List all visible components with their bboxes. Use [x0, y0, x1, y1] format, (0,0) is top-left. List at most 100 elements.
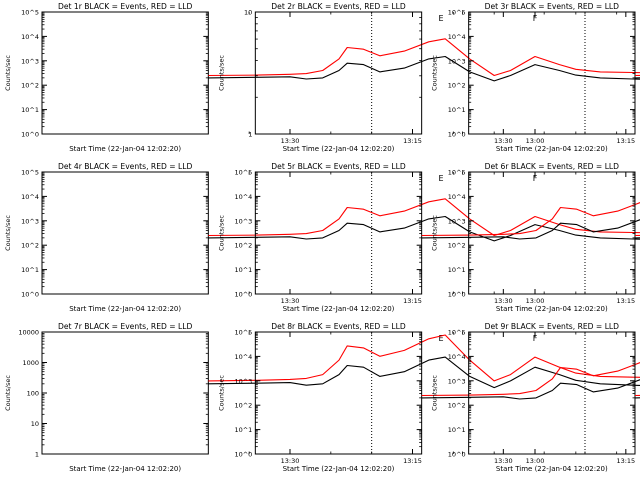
y-tick-label: 10^1: [448, 266, 466, 274]
events-series-line: [208, 356, 640, 389]
y-axis-label: Counts/sec: [431, 55, 439, 91]
y-tick-label: 10^5: [234, 169, 252, 177]
x-tick-label: 13:30: [494, 297, 513, 305]
plot-frame: [254, 171, 423, 295]
x-tick-label: 13:15: [616, 137, 635, 145]
y-tick-label: 10^4: [448, 33, 466, 41]
x-tick-label: 13:30: [281, 297, 300, 305]
y-tick-label: 10^2: [448, 242, 466, 250]
y-tick-label: 1000: [22, 359, 39, 367]
y-tick-label: 10^5: [21, 9, 39, 17]
flag-marker: F: [533, 174, 538, 183]
x-axis-label: Start Time (22-Jan-04 12:02:20): [69, 145, 181, 153]
panel-title: Det 2r BLACK = Events, RED = LLD: [271, 2, 406, 11]
lld-series-line: [208, 334, 640, 382]
y-tick-label: 10^1: [234, 426, 252, 434]
x-tick-label: 13:00: [526, 457, 545, 465]
lld-series-line: [421, 202, 640, 237]
detector-panel: Det 2r BLACK = Events, RED = LLD11012:15…: [217, 2, 635, 153]
y-axis-label: Counts/sec: [217, 55, 225, 91]
y-tick-label: 10^3: [448, 57, 466, 65]
panel-title: Det 4r BLACK = Events, RED = LLD: [58, 162, 193, 171]
y-tick-label: 10^3: [21, 57, 39, 65]
plot-frame: [41, 331, 209, 455]
y-axis-label: Counts/sec: [431, 215, 439, 251]
detector-panel: Det 9r BLACK = Events, RED = LLD 10^0 10^1…: [431, 322, 640, 473]
detector-panel: Det 4r BLACK = Events, RED = LLD 10^0 10^1…: [4, 162, 640, 313]
x-axis-label: Start Time (22-Jan-04 12:02:20): [69, 305, 181, 313]
flag-marker: F: [533, 334, 538, 343]
x-axis-label: Start Time (22-Jan-04 12:02:20): [496, 145, 608, 153]
y-tick-label: 10^5: [448, 329, 466, 337]
y-tick-label: 10^3: [234, 377, 252, 385]
plot-frame: [254, 11, 423, 135]
y-tick-label: 10^2: [21, 82, 39, 90]
x-tick-label: 13:00: [526, 137, 545, 145]
y-tick-label: 10^0: [448, 451, 466, 459]
panel-title: Det 1r BLACK = Events, RED = LLD: [58, 2, 193, 11]
y-tick-label: 10^3: [234, 217, 252, 225]
detector-panel: Det 3r BLACK = Events, RED = LLD 10^0 10^1…: [431, 2, 640, 153]
y-tick-label: 10^2: [234, 242, 252, 250]
flag-marker: F: [533, 14, 538, 23]
y-tick-label: 10^3: [21, 217, 39, 225]
y-tick-label: 10^4: [21, 193, 39, 201]
plot-frame: [41, 11, 209, 135]
x-tick-label: 13:15: [616, 297, 635, 305]
x-tick-label: 13:15: [403, 457, 422, 465]
panel-title: Det 7r BLACK = Events, RED = LLD: [58, 322, 193, 331]
panel-title: Det 5r BLACK = Events, RED = LLD: [271, 162, 406, 171]
y-tick-label: 10^1: [448, 106, 466, 114]
x-tick-label: 13:30: [494, 137, 513, 145]
x-tick-label: 13:30: [281, 137, 300, 145]
x-tick-label: 13:15: [403, 137, 422, 145]
y-tick-label: 1: [35, 451, 39, 459]
lld-series-line: [421, 362, 640, 397]
y-tick-label: 10^0: [448, 291, 466, 299]
y-tick-label: 10^5: [448, 9, 466, 17]
y-tick-label: 10^1: [21, 266, 39, 274]
x-axis-label: Start Time (22-Jan-04 12:02:20): [283, 465, 395, 473]
y-tick-label: 10^0: [234, 291, 252, 299]
y-tick-label: 10^2: [234, 402, 252, 410]
x-tick-label: 13:30: [281, 457, 300, 465]
panel-title: Det 3r BLACK = Events, RED = LLD: [485, 2, 620, 11]
x-tick-label: 13:30: [494, 457, 513, 465]
y-tick-label: 10^5: [21, 169, 39, 177]
detector-panel: Det 1r BLACK = Events, RED = LLD 10^0 10^1…: [4, 2, 640, 153]
events-series-line: [208, 55, 640, 82]
plot-frame: [468, 331, 636, 455]
y-tick-label: 10^1: [21, 106, 39, 114]
events-series-line: [208, 215, 640, 242]
x-tick-label: 13:15: [616, 457, 635, 465]
detector-panel: Det 8r BLACK = Events, RED = LLD 10^0 10^1…: [217, 322, 640, 473]
events-series-line: [421, 219, 640, 240]
events-series-line: [421, 379, 640, 400]
flag-marker: E: [439, 334, 444, 343]
y-tick-label: 10^1: [234, 266, 252, 274]
y-tick-label: 10^0: [234, 451, 252, 459]
y-axis-label: Counts/sec: [217, 375, 225, 411]
y-tick-label: 100: [27, 390, 39, 398]
x-tick-label: 13:15: [403, 297, 422, 305]
y-tick-label: 10^2: [448, 402, 466, 410]
flag-marker: E: [439, 174, 444, 183]
y-axis-label: Counts/sec: [4, 215, 12, 251]
y-tick-label: 10^3: [448, 217, 466, 225]
panel-title: Det 9r BLACK = Events, RED = LLD: [485, 322, 620, 331]
x-tick-label: 13:00: [526, 297, 545, 305]
plot-frame: [254, 331, 423, 455]
x-axis-label: Start Time (22-Jan-04 12:02:20): [283, 305, 395, 313]
y-axis-label: Counts/sec: [217, 215, 225, 251]
y-tick-label: 10^0: [21, 131, 39, 139]
y-tick-label: 10^1: [448, 426, 466, 434]
y-tick-label: 10: [31, 420, 39, 428]
panel-title: Det 8r BLACK = Events, RED = LLD: [271, 322, 406, 331]
lld-series-line: [634, 74, 640, 77]
plot-frame: [41, 171, 209, 295]
y-tick-label: 10^2: [448, 82, 466, 90]
y-axis-label: Counts/sec: [431, 375, 439, 411]
y-tick-label: 10^0: [448, 131, 466, 139]
y-tick-label: 10^4: [234, 353, 252, 361]
